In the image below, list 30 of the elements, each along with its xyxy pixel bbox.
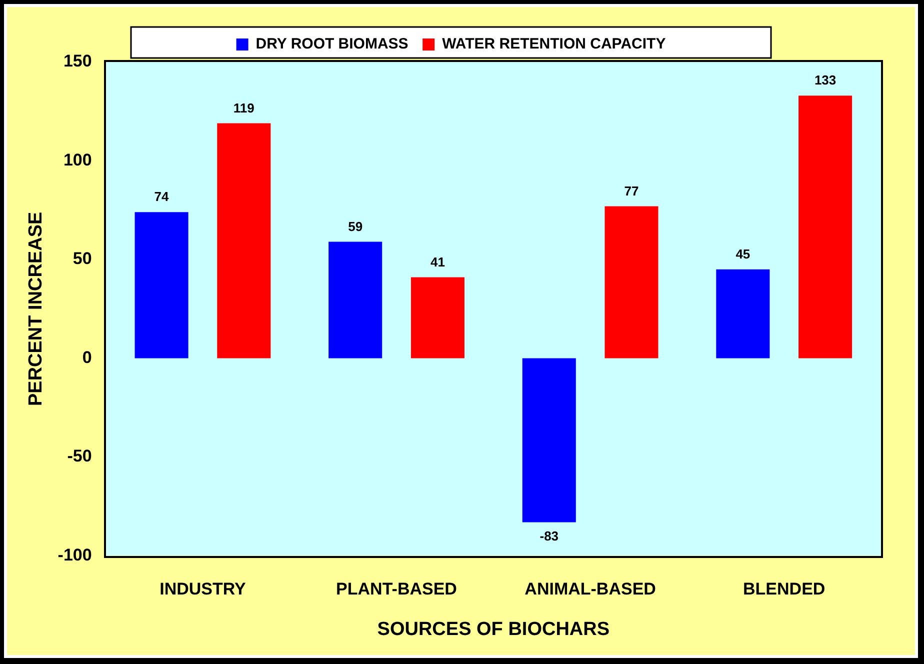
x-tick-label: ANIMAL-BASED (524, 580, 656, 599)
y-tick-label: 150 (63, 52, 92, 71)
data-label: 59 (348, 218, 363, 234)
data-label: 133 (814, 72, 836, 88)
bar (798, 96, 852, 358)
legend-label: WATER RETENTION CAPACITY (442, 36, 666, 53)
y-tick-label: 100 (63, 150, 92, 170)
data-label: 119 (233, 100, 254, 116)
x-tick-label: INDUSTRY (160, 580, 247, 599)
bar (217, 123, 271, 358)
data-label: 41 (430, 254, 445, 270)
bar (604, 206, 658, 358)
x-tick-label: BLENDED (743, 580, 826, 599)
data-label: 74 (154, 189, 170, 204)
bar (134, 212, 188, 358)
y-axis-title: PERCENT INCREASE (26, 212, 47, 406)
legend-label: DRY ROOT BIOMASS (256, 36, 408, 53)
y-tick-label: -50 (67, 446, 92, 466)
bar (716, 269, 770, 358)
data-label: 45 (736, 246, 750, 262)
data-label: 77 (624, 183, 639, 198)
bar (410, 277, 464, 358)
bar (328, 242, 382, 358)
bar (522, 358, 576, 522)
x-axis-title: SOURCES OF BIOCHARS (377, 618, 610, 640)
data-label: -83 (540, 528, 559, 544)
x-tick-label: PLANT-BASED (336, 580, 457, 599)
y-tick-label: -100 (58, 545, 92, 564)
y-tick-label: 0 (82, 348, 92, 367)
y-tick-label: 50 (72, 249, 92, 268)
